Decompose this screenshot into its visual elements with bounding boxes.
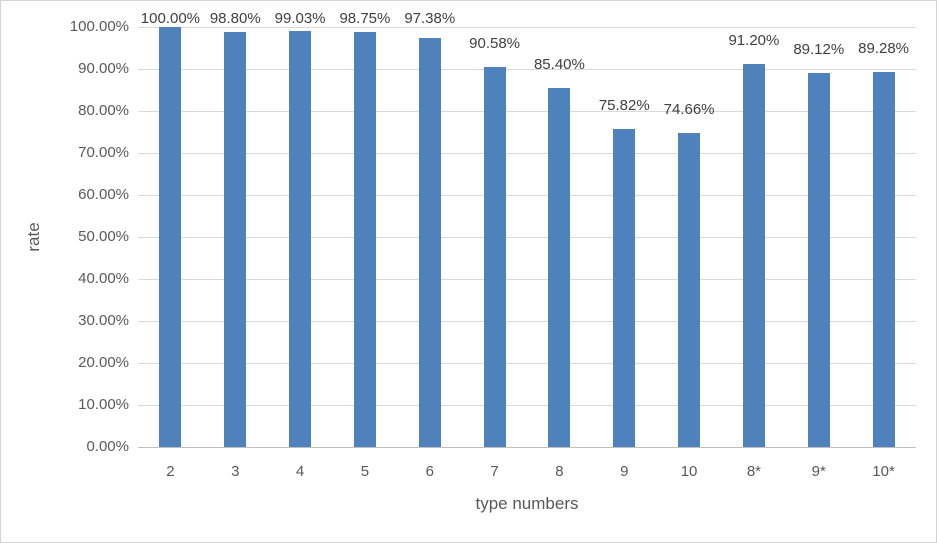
y-tick-label: 70.00%	[78, 144, 129, 161]
y-tick-label: 20.00%	[78, 354, 129, 371]
bar-5[interactable]	[353, 32, 376, 447]
gridline	[138, 404, 916, 406]
y-tick-label: 0.00%	[86, 438, 129, 455]
bar-8[interactable]	[548, 88, 571, 447]
gridline	[138, 236, 916, 238]
gridline	[138, 110, 916, 112]
bar-value-label: 75.82%	[598, 96, 650, 114]
x-category-label: 10*	[872, 463, 895, 480]
gridline	[138, 26, 916, 28]
y-tick-label: 80.00%	[78, 102, 129, 119]
bar-3[interactable]	[224, 32, 247, 447]
bar-6[interactable]	[418, 38, 441, 447]
x-category-label: 5	[360, 463, 370, 480]
gridline	[138, 152, 916, 154]
bar-value-label: 89.28%	[858, 40, 910, 58]
bar-9[interactable]	[613, 128, 636, 447]
x-category-label: 3	[231, 463, 240, 480]
x-category-label: 7	[490, 463, 499, 480]
x-category-label: 6	[425, 463, 434, 480]
bar-value-label: 85.40%	[533, 56, 585, 74]
bar-2[interactable]	[159, 27, 182, 447]
x-category-label: 8	[555, 463, 564, 480]
x-category-label: 9*	[811, 463, 826, 480]
x-category-label: 9	[620, 463, 629, 480]
y-tick-label: 100.00%	[69, 18, 129, 35]
bar-value-label: 91.20%	[728, 31, 780, 49]
bar-10[interactable]	[678, 133, 701, 447]
gridline	[138, 68, 916, 70]
bar-value-label: 100.00%	[140, 10, 201, 27]
bar-value-label: 98.80%	[209, 10, 261, 27]
bar-7[interactable]	[483, 66, 506, 447]
y-tick-label: 60.00%	[78, 186, 129, 203]
bar-4[interactable]	[289, 31, 312, 447]
x-category-label: 10	[680, 463, 698, 480]
bar-value-label: 90.58%	[469, 34, 521, 52]
bar-value-label: 98.75%	[339, 10, 391, 27]
y-tick-label: 40.00%	[78, 270, 129, 287]
y-axis-title: rate	[24, 222, 43, 252]
y-tick-label: 10.00%	[78, 396, 129, 413]
bar-9*[interactable]	[807, 72, 830, 447]
gridline	[138, 194, 916, 196]
y-tick-label: 90.00%	[78, 60, 129, 77]
gridline	[138, 278, 916, 280]
gridline	[138, 362, 916, 364]
x-category-label: 8*	[746, 463, 761, 480]
y-tick-label: 30.00%	[78, 312, 129, 329]
bar-8*[interactable]	[742, 63, 765, 447]
bar-10*[interactable]	[872, 72, 895, 447]
bar-value-label: 89.12%	[793, 40, 845, 58]
bar-value-label: 74.66%	[663, 101, 715, 119]
y-tick-label: 50.00%	[78, 228, 129, 245]
x-category-label: 2	[166, 463, 175, 480]
x-axis-line	[138, 447, 916, 448]
x-axis-title: type numbers	[475, 494, 579, 513]
x-category-label: 4	[295, 463, 305, 480]
gridline	[138, 320, 916, 322]
bar-value-label: 99.03%	[274, 10, 326, 27]
bar-value-label: 97.38%	[404, 10, 456, 27]
